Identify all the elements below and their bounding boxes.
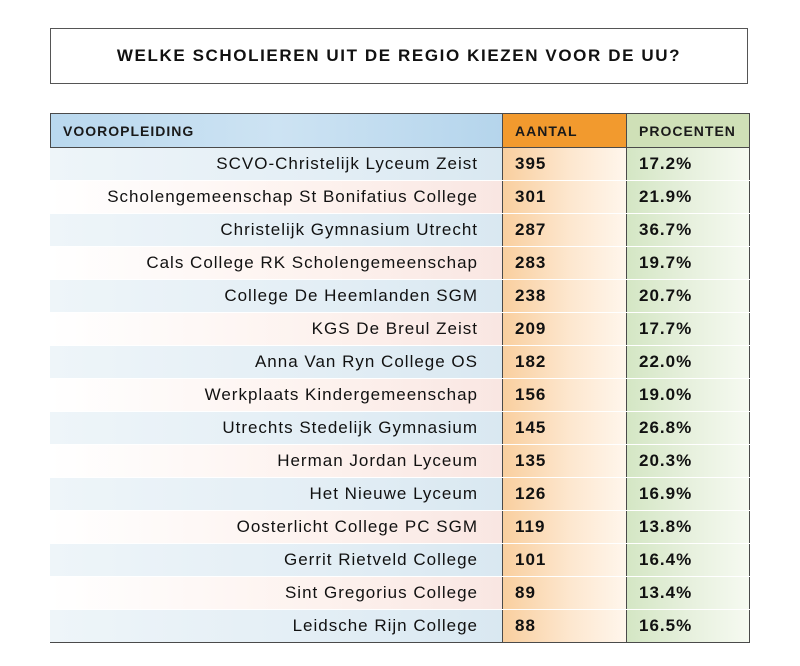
cell-school: Utrechts Stedelijk Gymnasium: [50, 412, 502, 444]
header-procenten: PROCENTEN: [626, 114, 750, 147]
cell-school: Oosterlicht College PC SGM: [50, 511, 502, 543]
cell-procent: 13.4%: [626, 577, 750, 609]
cell-procent: 16.4%: [626, 544, 750, 576]
cell-aantal: 89: [502, 577, 626, 609]
cell-school: Gerrit Rietveld College: [50, 544, 502, 576]
cell-procent: 22.0%: [626, 346, 750, 378]
cell-school: Werkplaats Kindergemeenschap: [50, 379, 502, 411]
cell-aantal: 238: [502, 280, 626, 312]
cell-procent: 19.7%: [626, 247, 750, 279]
table-row: Herman Jordan Lyceum 135 20.3%: [50, 445, 750, 478]
cell-school: College De Heemlanden SGM: [50, 280, 502, 312]
table-row: Gerrit Rietveld College 101 16.4%: [50, 544, 750, 577]
cell-procent: 16.9%: [626, 478, 750, 510]
table-row: Werkplaats Kindergemeenschap 156 19.0%: [50, 379, 750, 412]
cell-aantal: 88: [502, 610, 626, 642]
cell-procent: 20.3%: [626, 445, 750, 477]
cell-aantal: 126: [502, 478, 626, 510]
header-aantal: AANTAL: [502, 114, 626, 147]
table-row: SCVO-Christelijk Lyceum Zeist 395 17.2%: [50, 148, 750, 181]
cell-aantal: 135: [502, 445, 626, 477]
table-row: Leidsche Rijn College 88 16.5%: [50, 610, 750, 643]
cell-aantal: 283: [502, 247, 626, 279]
cell-school: KGS De Breul Zeist: [50, 313, 502, 345]
cell-school: Anna Van Ryn College OS: [50, 346, 502, 378]
table-row: Anna Van Ryn College OS 182 22.0%: [50, 346, 750, 379]
cell-aantal: 145: [502, 412, 626, 444]
table-row: Cals College RK Scholengemeenschap 283 19.…: [50, 247, 750, 280]
cell-procent: 17.2%: [626, 148, 750, 180]
cell-procent: 21.9%: [626, 181, 750, 213]
data-table: VOOROPLEIDING AANTAL PROCENTEN SCVO-Chri…: [50, 113, 750, 643]
cell-aantal: 119: [502, 511, 626, 543]
table-body: SCVO-Christelijk Lyceum Zeist 395 17.2% Sch…: [50, 148, 750, 643]
table-row: Oosterlicht College PC SGM 119 13.8%: [50, 511, 750, 544]
table-header: VOOROPLEIDING AANTAL PROCENTEN: [50, 113, 750, 148]
table-row: College De Heemlanden SGM 238 20.7%: [50, 280, 750, 313]
table-row: Sint Gregorius College 89 13.4%: [50, 577, 750, 610]
cell-school: SCVO-Christelijk Lyceum Zeist: [50, 148, 502, 180]
cell-procent: 17.7%: [626, 313, 750, 345]
cell-school: Leidsche Rijn College: [50, 610, 502, 642]
cell-school: Cals College RK Scholengemeenschap: [50, 247, 502, 279]
table-row: Het Nieuwe Lyceum 126 16.9%: [50, 478, 750, 511]
cell-aantal: 156: [502, 379, 626, 411]
cell-aantal: 101: [502, 544, 626, 576]
table-row: Christelijk Gymnasium Utrecht 287 36.7%: [50, 214, 750, 247]
cell-school: Christelijk Gymnasium Utrecht: [50, 214, 502, 246]
table-row: Scholengemeenschap St Bonifatius College…: [50, 181, 750, 214]
cell-school: Herman Jordan Lyceum: [50, 445, 502, 477]
cell-procent: 13.8%: [626, 511, 750, 543]
cell-procent: 26.8%: [626, 412, 750, 444]
cell-procent: 20.7%: [626, 280, 750, 312]
cell-aantal: 182: [502, 346, 626, 378]
table-row: Utrechts Stedelijk Gymnasium 145 26.8%: [50, 412, 750, 445]
cell-aantal: 395: [502, 148, 626, 180]
title-box: WELKE SCHOLIEREN UIT DE REGIO KIEZEN VOO…: [50, 28, 748, 84]
page-title: WELKE SCHOLIEREN UIT DE REGIO KIEZEN VOO…: [116, 46, 682, 65]
cell-school: Sint Gregorius College: [50, 577, 502, 609]
cell-aantal: 209: [502, 313, 626, 345]
table-row: KGS De Breul Zeist 209 17.7%: [50, 313, 750, 346]
cell-school: Het Nieuwe Lyceum: [50, 478, 502, 510]
cell-aantal: 301: [502, 181, 626, 213]
cell-procent: 16.5%: [626, 610, 750, 642]
cell-procent: 36.7%: [626, 214, 750, 246]
cell-school: Scholengemeenschap St Bonifatius College: [50, 181, 502, 213]
header-vooropleiding: VOOROPLEIDING: [50, 114, 502, 147]
cell-procent: 19.0%: [626, 379, 750, 411]
cell-aantal: 287: [502, 214, 626, 246]
